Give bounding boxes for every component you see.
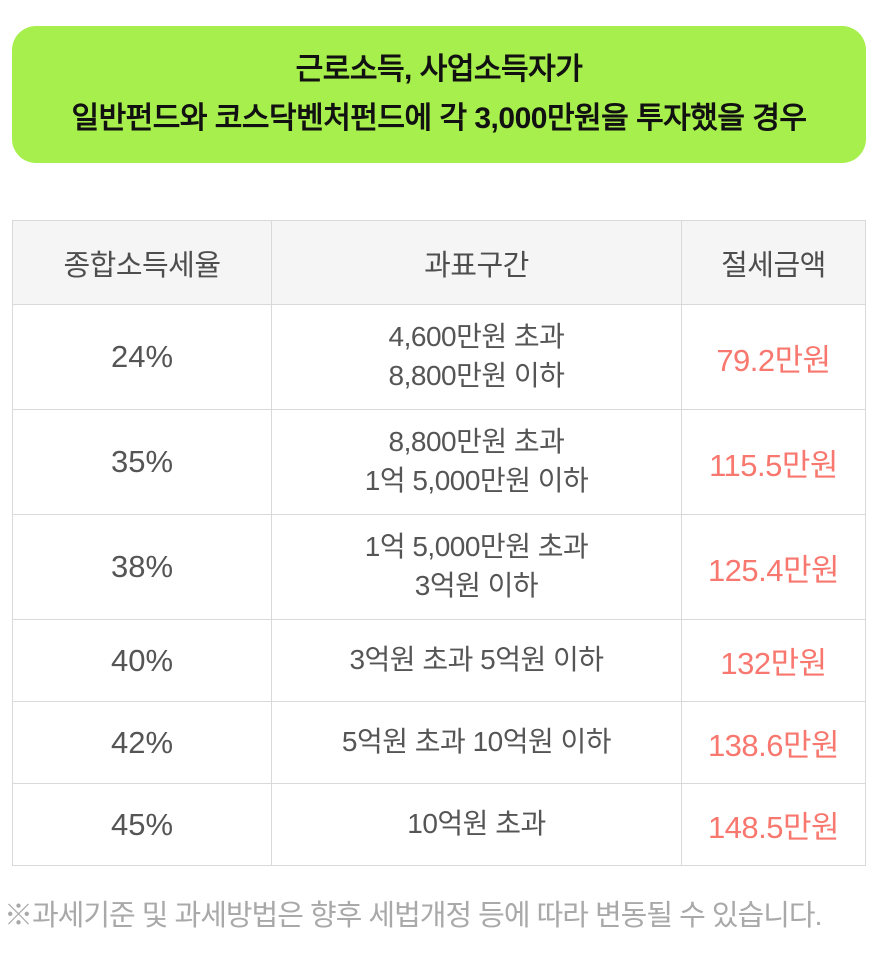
tax-rate-value: 38% [110, 549, 174, 584]
bracket-line2: 3억원 이하 [414, 570, 539, 601]
tax-rate-value: 40% [110, 642, 174, 678]
savings-amount-value: 115.5만원 [681, 410, 865, 514]
bracket-line2: 8,800만원 이하 [388, 360, 565, 391]
bracket-line1: 8,800만원 초과 [388, 426, 565, 458]
column-header-savings: 절세금액 [681, 221, 865, 304]
tax-bracket-value: 3억원 초과 5억원 이하 [271, 620, 681, 701]
tax-rate-value: 24% [110, 339, 174, 374]
tax-rate-value: 45% [110, 806, 174, 842]
bracket-line1: 5억원 초과 10억원 이하 [341, 726, 612, 758]
footnote-text: ※과세기준 및 과세방법은 향후 세법개정 등에 따라 변동될 수 있습니다. [4, 900, 823, 932]
tax-bracket-value: 5억원 초과 10억원 이하 [271, 702, 681, 783]
tax-savings-table: 종합소득세율 과표구간 절세금액 24% 4,600만원 초과 8,800만원 … [12, 220, 866, 866]
bracket-line1: 1억 5,000만원 초과 [364, 531, 589, 563]
bracket-line1: 4,600만원 초과 [388, 321, 565, 353]
title-banner: 근로소득, 사업소득자가 일반펀드와 코스닥벤처펀드에 각 3,000만원을 투… [12, 26, 866, 163]
column-header-tax-rate: 종합소득세율 [63, 249, 221, 282]
table-row-35pct: 35% 8,800만원 초과 1억 5,000만원 이하 115.5만원 [13, 409, 865, 514]
savings-amount-value: 79.2만원 [681, 305, 865, 409]
tax-bracket-value: 1억 5,000만원 초과 3억원 이하 [271, 515, 681, 619]
bracket-line1: 10억원 초과 [407, 808, 546, 840]
table-row-45pct: 45% 10억원 초과 148.5만원 [13, 783, 865, 865]
tax-rate-value: 35% [110, 444, 174, 479]
tax-rate-value: 42% [110, 724, 174, 760]
tax-bracket-value: 8,800만원 초과 1억 5,000만원 이하 [271, 410, 681, 514]
bracket-line2: 1억 5,000만원 이하 [364, 465, 589, 496]
bracket-line1: 3억원 초과 5억원 이하 [349, 644, 604, 676]
table-row-42pct: 42% 5억원 초과 10억원 이하 138.6만원 [13, 701, 865, 783]
savings-amount-value: 132만원 [681, 620, 865, 701]
table-row-40pct: 40% 3억원 초과 5억원 이하 132만원 [13, 619, 865, 701]
table-row-24pct: 24% 4,600만원 초과 8,800만원 이하 79.2만원 [13, 304, 865, 409]
tax-bracket-value: 10억원 초과 [271, 784, 681, 865]
savings-amount-value: 148.5만원 [681, 784, 865, 865]
table-row-38pct: 38% 1억 5,000만원 초과 3억원 이하 125.4만원 [13, 514, 865, 619]
banner-title-line1: 근로소득, 사업소득자가 [295, 53, 583, 86]
banner-title-line2: 일반펀드와 코스닥벤처펀드에 각 3,000만원을 투자했을 경우 [71, 101, 807, 135]
savings-amount-value: 138.6만원 [681, 702, 865, 783]
savings-amount-value: 125.4만원 [681, 515, 865, 619]
column-header-bracket: 과표구간 [271, 221, 681, 304]
table-header-row: 종합소득세율 과표구간 절세금액 [13, 221, 865, 304]
tax-bracket-value: 4,600만원 초과 8,800만원 이하 [271, 305, 681, 409]
